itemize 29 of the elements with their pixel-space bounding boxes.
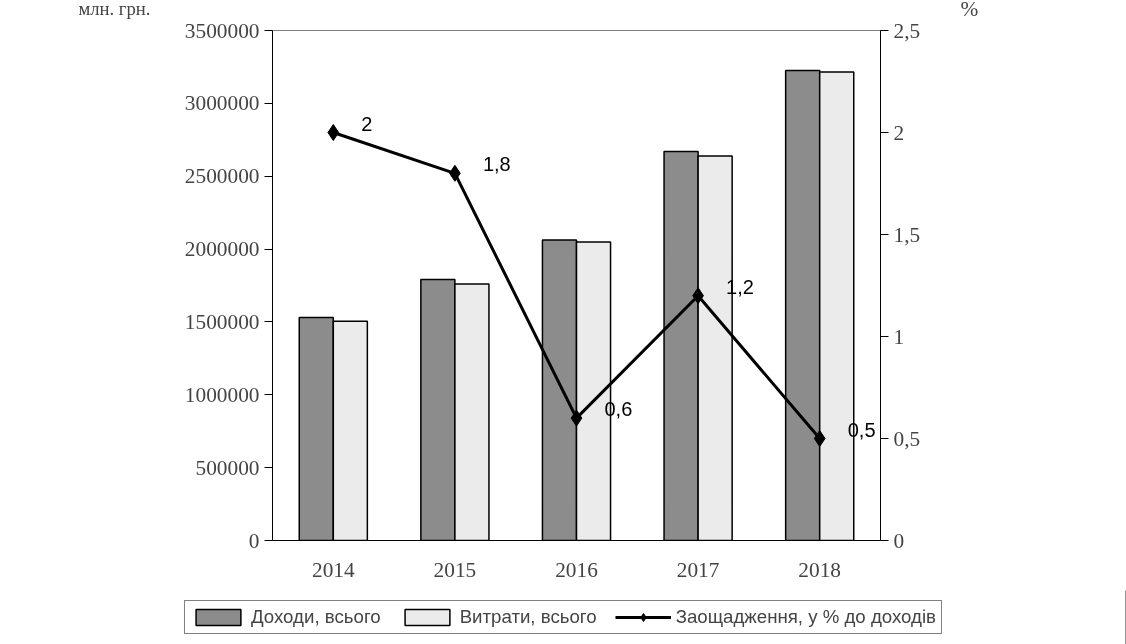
- legend-label: Доходи, всього: [250, 606, 381, 628]
- x-tick-label: 2018: [798, 557, 842, 582]
- x-tick-label: 2015: [433, 557, 477, 582]
- y-tick-label: 500000: [195, 455, 260, 480]
- y-tick-label: 3500000: [184, 18, 260, 43]
- y-tick-label: 2000000: [184, 237, 260, 262]
- y-tick-label: 2500000: [184, 164, 260, 189]
- y-tick-label: 1500000: [184, 309, 260, 334]
- y-tick-label: 1000000: [184, 382, 260, 407]
- y-tick-label: 0: [248, 528, 260, 553]
- x-tick-label: 2014: [311, 557, 355, 582]
- point: [813, 430, 826, 447]
- point: [327, 124, 340, 141]
- x-tick-label: 2017: [676, 557, 720, 582]
- y2-tick-label: 1: [893, 324, 905, 349]
- y2-tick-label: 2,5: [893, 18, 921, 43]
- data-label: 1,8: [482, 153, 511, 176]
- y-axis-title: млн. грн.: [78, 0, 151, 19]
- legend-label: Заощадження, у % до доходів: [675, 606, 937, 628]
- x-tick-label: 2016: [555, 557, 599, 582]
- y2-tick-label: 0: [893, 528, 905, 553]
- point: [570, 409, 583, 427]
- y2-axis-title: %: [960, 0, 979, 21]
- y2-tick-label: 1,5: [893, 222, 921, 247]
- data-label: 2: [361, 112, 373, 135]
- y2-tick-label: 2: [893, 120, 905, 145]
- y-tick-label: 3000000: [184, 91, 260, 116]
- y2-tick-label: 0,5: [893, 426, 921, 451]
- legend-label: Витрати, всього: [459, 606, 597, 628]
